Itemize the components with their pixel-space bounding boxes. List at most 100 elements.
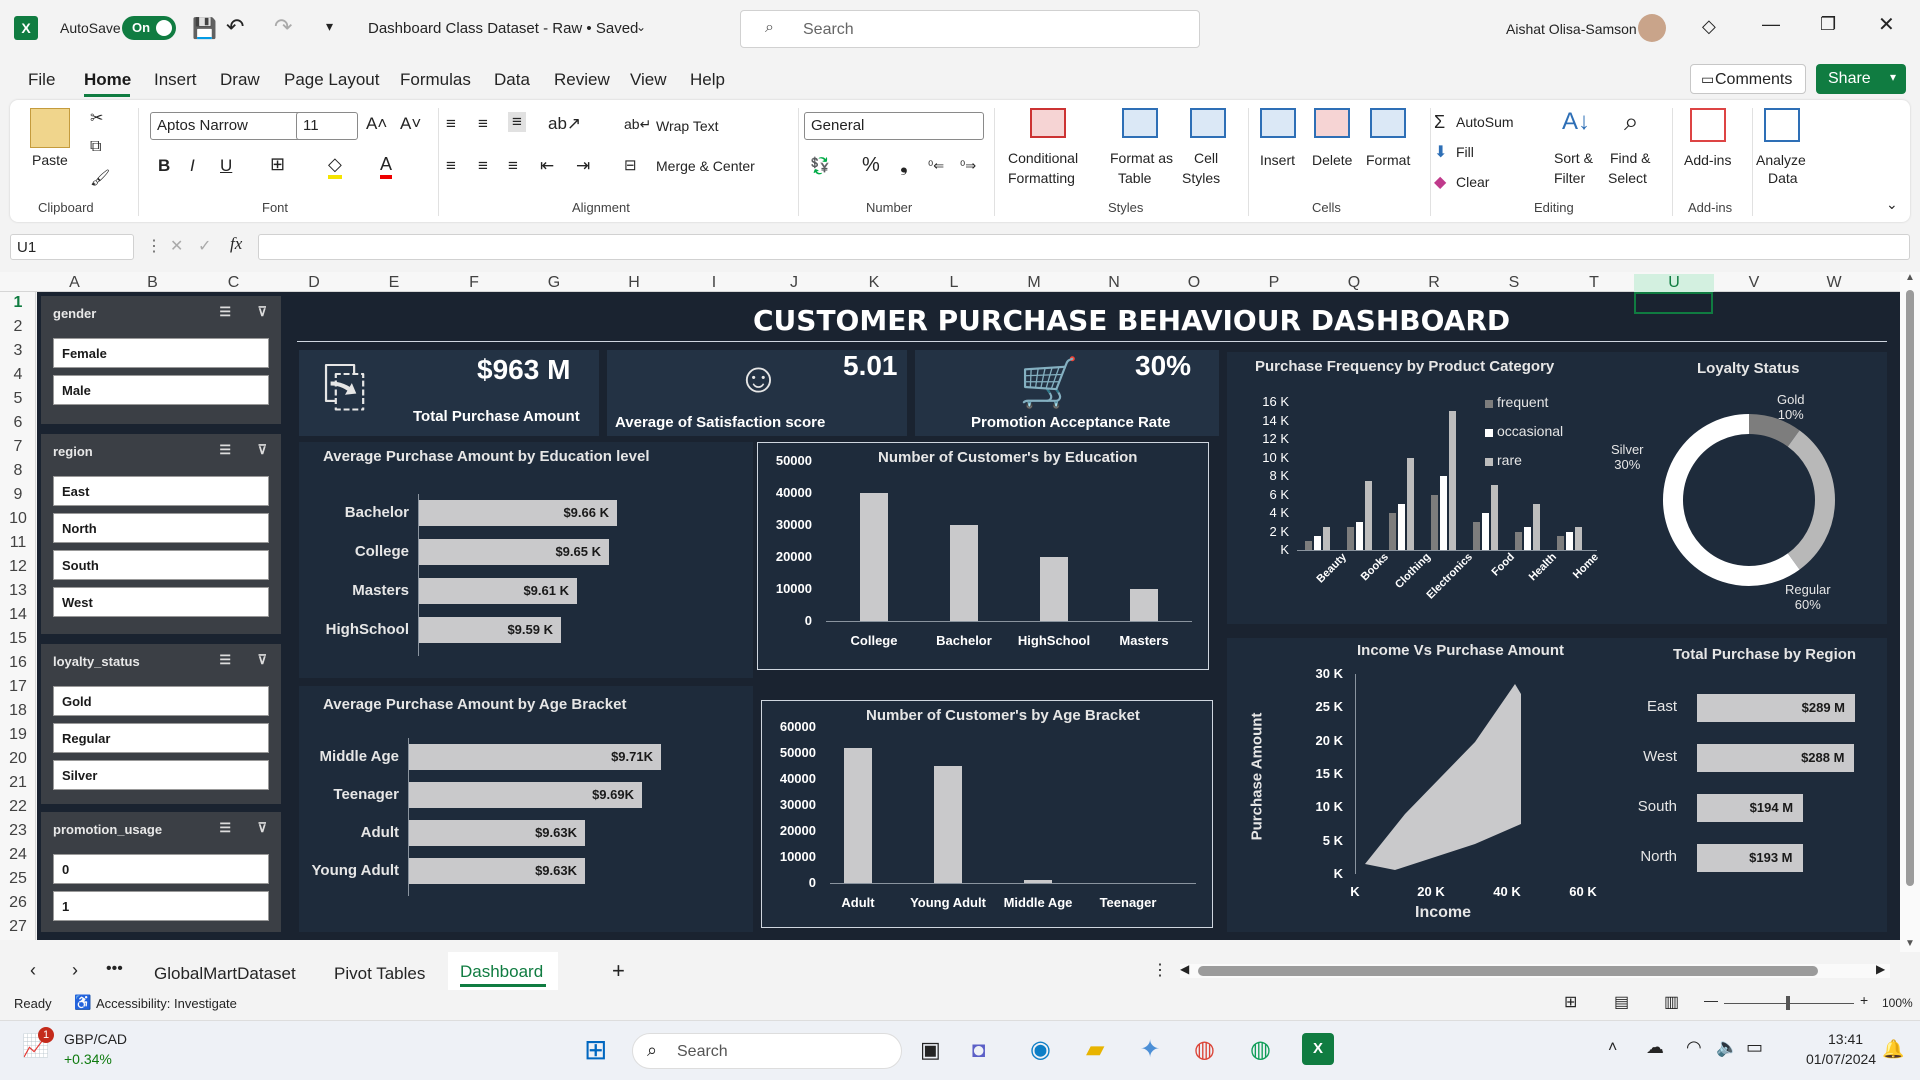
scroll-right-icon[interactable]: ▶	[1876, 962, 1886, 976]
row-header-12[interactable]: 12	[9, 558, 27, 575]
excel-taskbar-icon[interactable]: X	[1302, 1033, 1334, 1065]
row-header-10[interactable]: 10	[9, 510, 27, 527]
menu-data[interactable]: Data	[494, 70, 530, 89]
slicer-promotion-usage[interactable]: promotion_usage ☰ ⊽ 0 1	[41, 812, 281, 932]
cut-icon[interactable]: ✂	[90, 110, 104, 127]
slicer-item[interactable]: Silver	[53, 760, 269, 790]
accessibility-status[interactable]: Accessibility: Investigate	[96, 996, 237, 1011]
font-color-icon[interactable]: A	[380, 154, 393, 179]
row-header-21[interactable]: 21	[9, 774, 27, 791]
row-header-24[interactable]: 24	[9, 846, 27, 863]
conditional-formatting-label[interactable]: Conditional	[1008, 150, 1079, 166]
row-header-8[interactable]: 8	[13, 462, 23, 479]
scroll-left-icon[interactable]: ◀	[1180, 962, 1190, 976]
row-header-6[interactable]: 6	[13, 414, 23, 431]
row-header-27[interactable]: 27	[9, 918, 27, 935]
column-header-o[interactable]: O	[1187, 274, 1201, 291]
scroll-up-icon[interactable]: ▲	[1905, 272, 1915, 283]
paste-icon[interactable]	[30, 108, 70, 148]
number-format-select[interactable]: General	[804, 112, 984, 140]
decrease-indent-icon[interactable]: ⇤	[540, 156, 555, 175]
analyze-data-button[interactable]: Analyze	[1756, 152, 1806, 168]
row-header-13[interactable]: 13	[9, 582, 27, 599]
column-header-p[interactable]: P	[1268, 274, 1280, 291]
align-center-icon[interactable]: ≡	[478, 156, 488, 175]
slicer-item[interactable]: 0	[53, 854, 269, 884]
column-header-e[interactable]: E	[388, 274, 400, 291]
column-header-m[interactable]: M	[1027, 274, 1041, 291]
menu-page-layout[interactable]: Page Layout	[284, 70, 380, 89]
row-header-23[interactable]: 23	[9, 822, 27, 839]
menu-file[interactable]: File	[28, 70, 56, 89]
multi-select-icon[interactable]: ☰	[219, 652, 231, 667]
column-header-s[interactable]: S	[1508, 274, 1520, 291]
row-header-15[interactable]: 15	[9, 630, 27, 647]
column-header-r[interactable]: R	[1428, 274, 1440, 291]
increase-decimal-icon[interactable]: ⁰⇐	[928, 158, 945, 173]
menu-view[interactable]: View	[630, 70, 667, 89]
row-header-26[interactable]: 26	[9, 894, 27, 911]
menu-draw[interactable]: Draw	[220, 70, 260, 89]
clear-filter-icon[interactable]: ⊽	[257, 442, 267, 457]
delete-cells-button[interactable]: Delete	[1312, 152, 1353, 168]
align-top-icon[interactable]: ≡	[446, 114, 456, 133]
orientation-icon[interactable]: ab↗	[548, 114, 582, 133]
volume-icon[interactable]: 🔈	[1716, 1037, 1739, 1057]
find-select-label[interactable]: Find &	[1610, 150, 1651, 166]
column-header-n[interactable]: N	[1108, 274, 1120, 291]
name-box[interactable]: U1	[10, 234, 134, 260]
photos-icon[interactable]: ✦	[1140, 1036, 1161, 1063]
slicer-item[interactable]: West	[53, 587, 269, 617]
row-header-7[interactable]: 7	[13, 438, 23, 455]
insert-cells-button[interactable]: Insert	[1260, 152, 1296, 168]
row-header-4[interactable]: 4	[13, 366, 23, 383]
format-as-table-label-2[interactable]: Table	[1118, 170, 1152, 186]
notifications-icon[interactable]: 🔔	[1882, 1039, 1905, 1059]
prev-sheet-icon[interactable]: ‹	[30, 960, 36, 980]
row-header-19[interactable]: 19	[9, 726, 27, 743]
row-header-25[interactable]: 25	[9, 870, 27, 887]
align-middle-icon[interactable]: ≡	[478, 114, 488, 133]
wifi-icon[interactable]: ◠	[1686, 1037, 1702, 1057]
search-box[interactable]: ⌕ Search	[740, 10, 1200, 48]
row-header-14[interactable]: 14	[9, 606, 27, 623]
slicer-item[interactable]: North	[53, 513, 269, 543]
add-sheet-icon[interactable]: +	[612, 958, 625, 983]
next-sheet-icon[interactable]: ›	[72, 960, 78, 980]
teams-icon[interactable]: ◘	[972, 1037, 986, 1062]
formula-input[interactable]	[258, 234, 1910, 260]
slicer-region[interactable]: region ☰ ⊽ East North South West	[41, 434, 281, 634]
format-painter-icon[interactable]: 🖌	[90, 170, 111, 187]
row-header-16[interactable]: 16	[9, 654, 27, 671]
column-header-v[interactable]: V	[1748, 274, 1760, 291]
clock-time[interactable]: 13:41	[1828, 1031, 1864, 1047]
scroll-down-icon[interactable]: ▼	[1905, 938, 1915, 949]
autosum-button[interactable]: AutoSum	[1456, 114, 1514, 130]
borders-icon[interactable]: ⊞	[270, 154, 286, 174]
menu-review[interactable]: Review	[554, 70, 610, 89]
zoom-in-icon[interactable]: +	[1860, 992, 1869, 1008]
close-icon[interactable]: ✕	[1878, 14, 1895, 36]
paste-button[interactable]: Paste	[32, 152, 68, 168]
scroll-thumb[interactable]	[1906, 290, 1914, 886]
multi-select-icon[interactable]: ☰	[219, 442, 231, 457]
row-header-5[interactable]: 5	[13, 390, 23, 407]
menu-home[interactable]: Home	[84, 70, 132, 89]
more-sheets-icon[interactable]: •••	[106, 960, 123, 977]
diamond-icon[interactable]: ◇	[1702, 16, 1716, 36]
wrap-text-button[interactable]: Wrap Text	[656, 118, 719, 134]
font-name-select[interactable]: Aptos Narrow	[150, 112, 302, 140]
add-ins-button[interactable]: Add-ins	[1684, 152, 1732, 168]
column-header-g[interactable]: G	[547, 274, 561, 291]
align-left-icon[interactable]: ≡	[446, 156, 456, 175]
menu-insert[interactable]: Insert	[154, 70, 197, 89]
restore-icon[interactable]: ❐	[1820, 14, 1837, 34]
align-right-icon[interactable]: ≡	[508, 156, 518, 175]
row-header-11[interactable]: 11	[9, 534, 27, 551]
collapse-ribbon-icon[interactable]: ⌄	[1886, 196, 1898, 212]
slicer-item[interactable]: East	[53, 476, 269, 506]
sort-filter-label-2[interactable]: Filter	[1554, 170, 1586, 186]
underline-icon[interactable]: U	[220, 156, 233, 175]
more-icon[interactable]: ⋮	[1152, 962, 1168, 979]
enter-icon[interactable]: ✓	[198, 238, 212, 255]
